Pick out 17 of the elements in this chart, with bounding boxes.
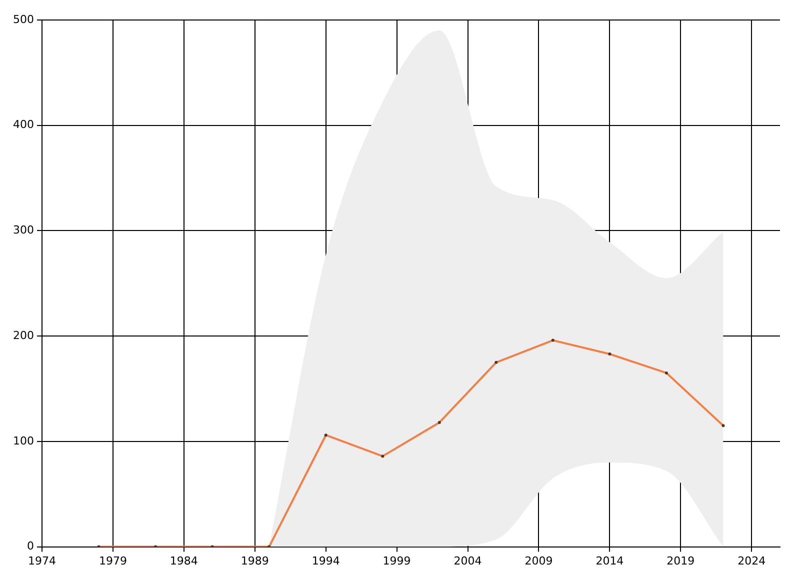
x-tick-label: 1989 — [240, 554, 269, 568]
y-tick-label: 100 — [12, 434, 34, 448]
x-tick-label: 1994 — [312, 554, 340, 568]
y-tick-label: 0 — [26, 540, 34, 553]
x-tick-label: 2014 — [596, 554, 624, 568]
x-tick-label: 1974 — [28, 554, 56, 568]
x-tick-label: 1999 — [382, 554, 411, 568]
x-tick-label: 2024 — [738, 554, 766, 568]
x-tick-label: 2004 — [454, 554, 482, 568]
x-tick-label: 1984 — [170, 554, 198, 568]
y-tick-label: 200 — [12, 328, 34, 342]
x-tick-label: 1979 — [98, 554, 127, 568]
y-tick-label: 300 — [12, 224, 34, 237]
y-tick-label: 500 — [12, 12, 34, 26]
y-tick-label: 400 — [12, 118, 34, 132]
x-tick-label: 2009 — [524, 554, 553, 568]
x-tick-label: 2019 — [666, 554, 695, 568]
